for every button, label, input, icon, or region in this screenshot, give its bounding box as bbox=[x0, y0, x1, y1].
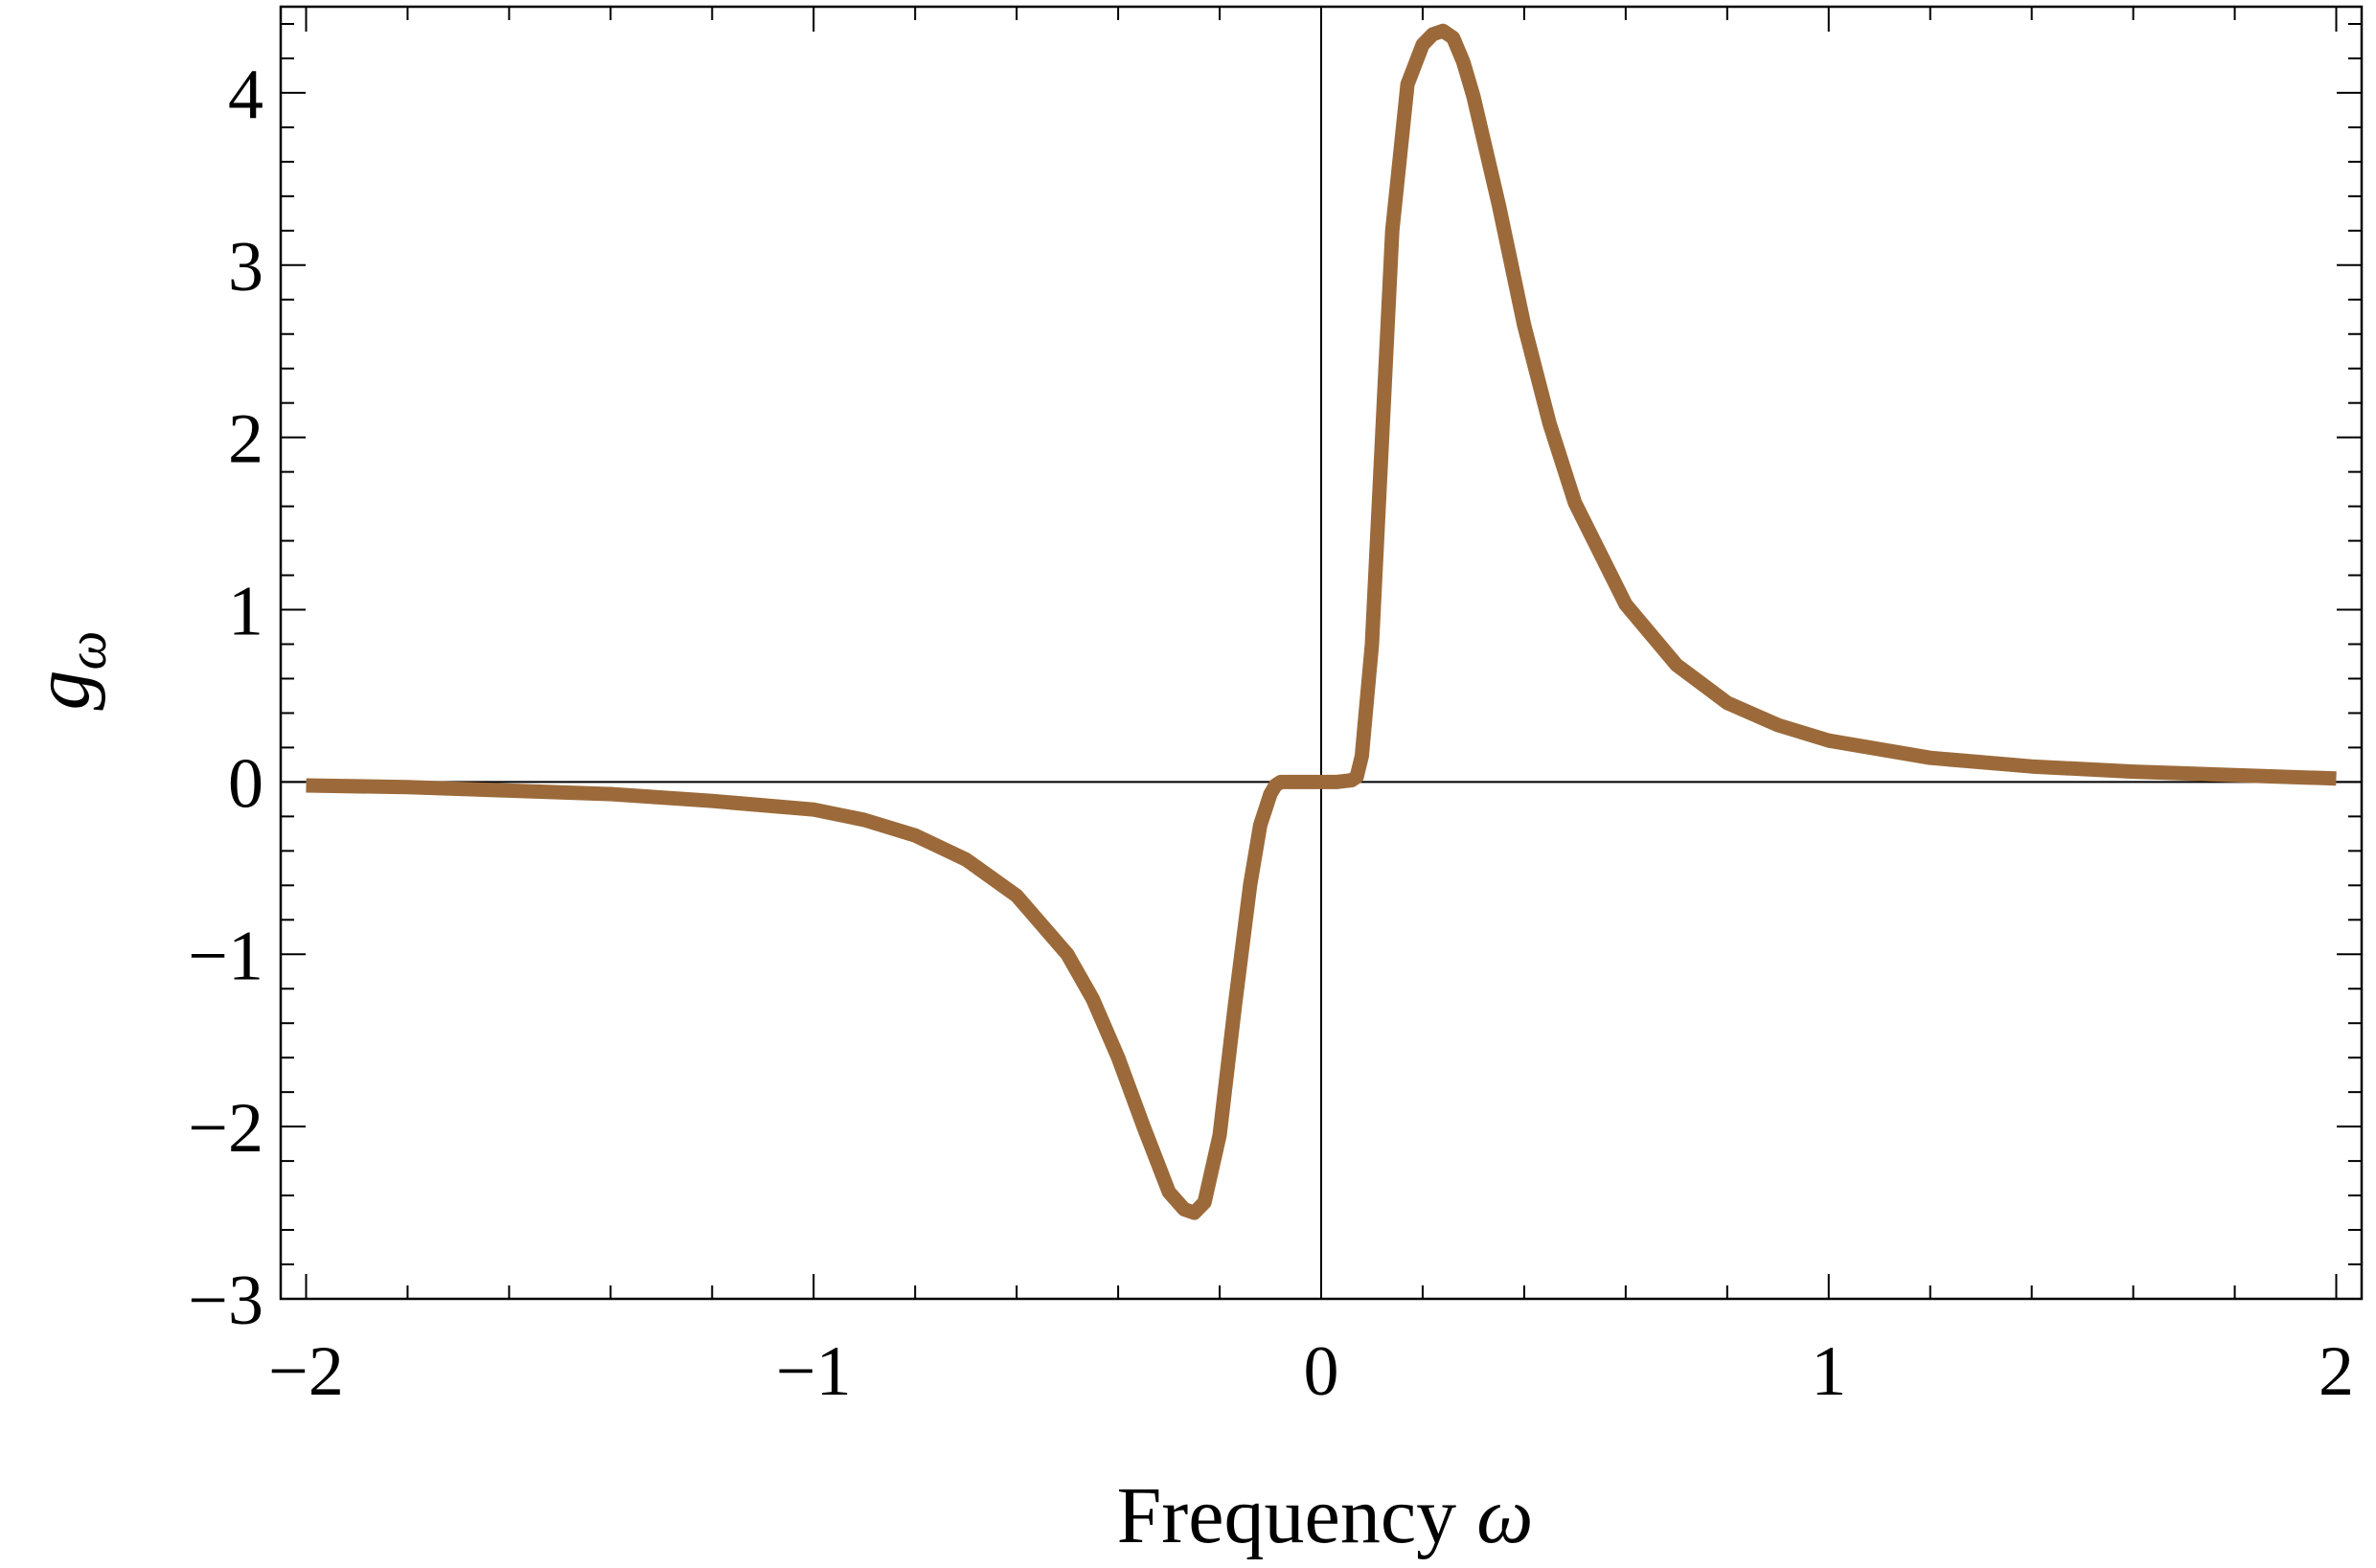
series-line-0 bbox=[306, 23, 2337, 1220]
x-tick-label: 2 bbox=[2319, 1332, 2354, 1411]
x-tick-label: 1 bbox=[1811, 1332, 1846, 1411]
axes-layer bbox=[281, 7, 2362, 1299]
x-axis-title-symbol: ω bbox=[1476, 1471, 1533, 1560]
frame-layer bbox=[279, 5, 2364, 1301]
x-axis-title: Frequency ω bbox=[1117, 1471, 1534, 1560]
y-axis-title-base: g bbox=[17, 670, 106, 710]
y-axis-title: gω bbox=[17, 631, 118, 711]
y-tick-label: 4 bbox=[228, 56, 263, 134]
y-tick-label: −3 bbox=[188, 1261, 263, 1340]
svg-text:gω: gω bbox=[17, 631, 118, 711]
x-tick-label: −2 bbox=[268, 1332, 344, 1411]
x-axis-title-text: Frequency bbox=[1117, 1471, 1457, 1560]
x-tick-label: 0 bbox=[1304, 1332, 1339, 1411]
y-tick-label: 0 bbox=[228, 744, 263, 823]
y-tick-label: 1 bbox=[228, 573, 263, 651]
y-tick-label: 3 bbox=[228, 228, 263, 307]
y-tick-label: −2 bbox=[188, 1089, 263, 1168]
y-axis-title-sub: ω bbox=[56, 631, 118, 670]
y-tick-label: −1 bbox=[188, 917, 263, 995]
x-tick-label: −1 bbox=[776, 1332, 852, 1411]
y-tick-label: 2 bbox=[228, 400, 263, 479]
series-layer bbox=[306, 23, 2337, 1220]
